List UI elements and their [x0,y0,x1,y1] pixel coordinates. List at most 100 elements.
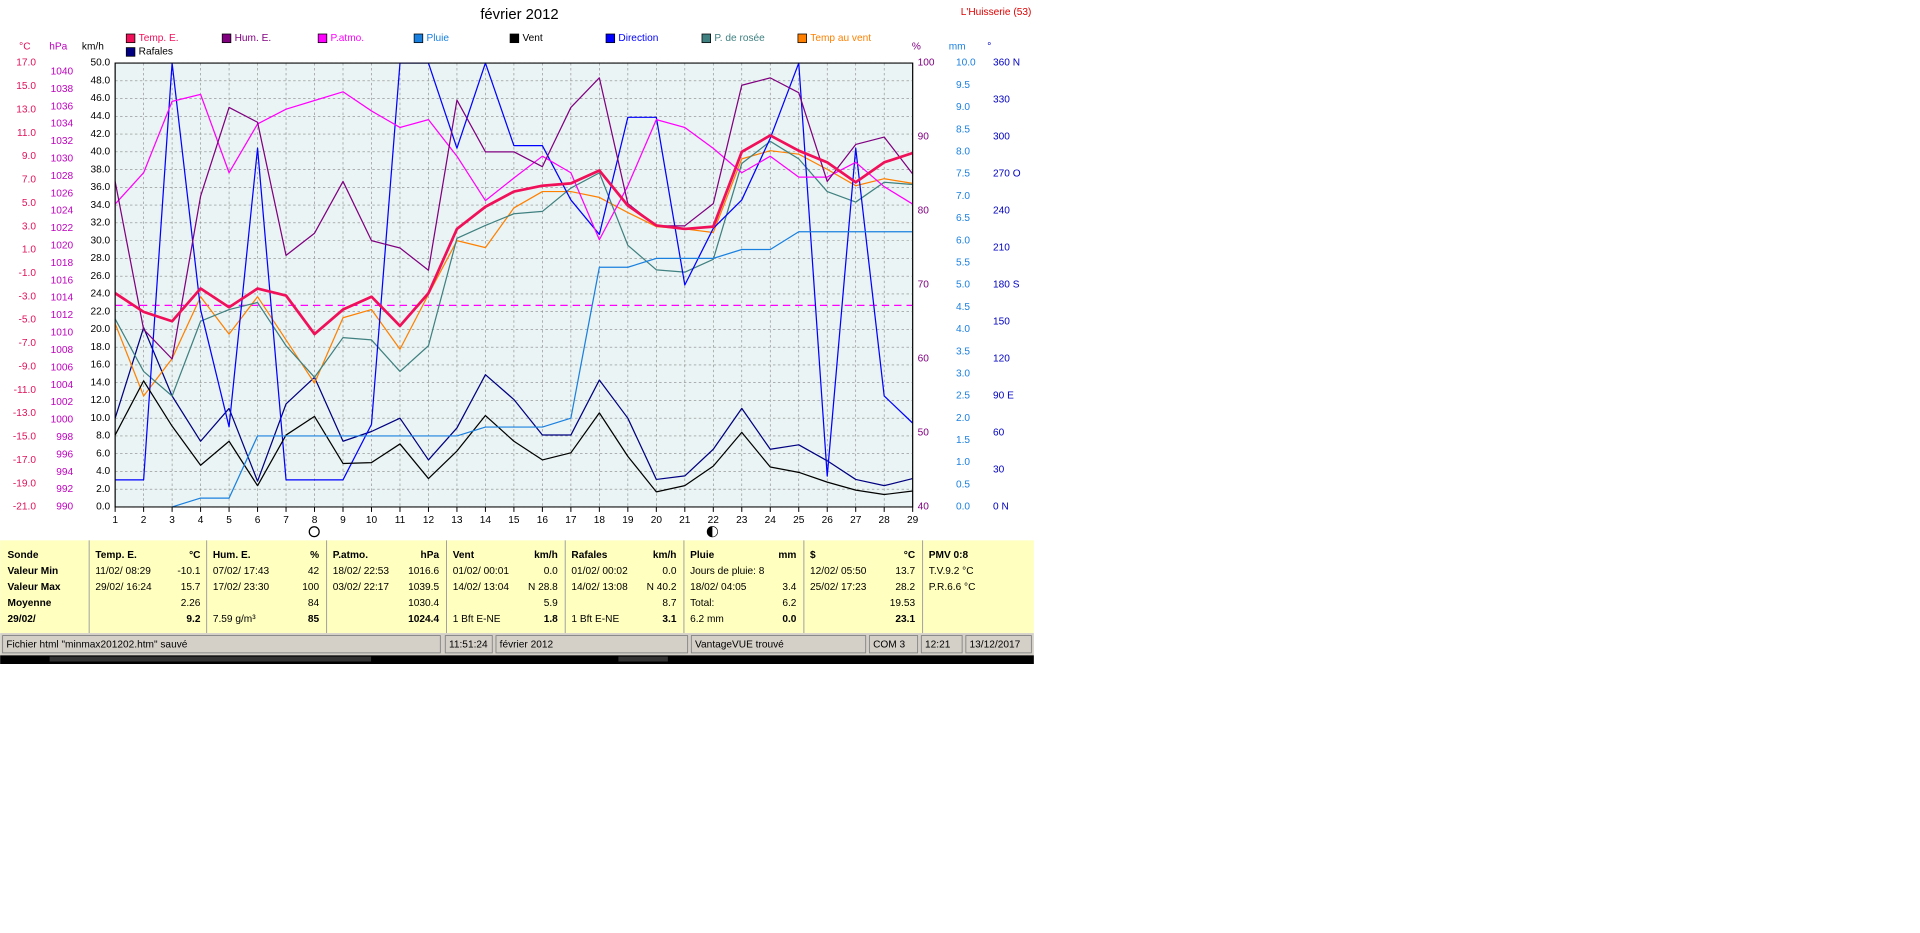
x-tick-label: 5 [226,515,232,526]
y-tick-label: 20.0 [90,324,110,335]
x-tick-label: 4 [198,515,204,526]
status-text: VantageVUE trouvé [695,640,784,651]
row-label: Sonde [8,550,39,561]
x-tick-label: 22 [708,515,720,526]
moon-icon [308,526,320,538]
y-tick-label: 50.0 [90,58,110,69]
y-tick-label: 40 [918,502,930,513]
y-tick-label: 1018 [51,258,74,269]
y-tick-label: 16.0 [90,360,110,371]
legend-swatch [125,33,136,44]
y-tick-label: 5.5 [956,257,970,268]
x-tick-label: 19 [622,515,634,526]
x-tick-label: 10 [366,515,378,526]
y-tick-label: 8.5 [956,124,970,135]
status-field [868,635,919,654]
y-tick-label: 42.0 [90,129,110,140]
cell-value: 0.0 [544,566,558,577]
y-tick-label: 12.0 [90,395,110,406]
y-tick-label: 6.5 [956,213,970,224]
cell-value: 42 [308,566,320,577]
cell-value: N 40.2 [647,582,677,593]
y-tick-label: -1.0 [19,268,37,279]
y-tick-label: 90 [918,132,930,143]
y-tick-label: 10.0 [956,58,976,69]
y-tick-label: 300 [993,132,1010,143]
y-tick-label: 40.0 [90,147,110,158]
summary-panel [0,540,1034,634]
x-tick-label: 25 [793,515,805,526]
status-text: février 2012 [500,640,554,651]
series-line [114,77,914,360]
y-tick-label: 1020 [51,241,74,252]
legend-label: Pluie [426,33,449,44]
station-name: L'Huisserie (53) [961,7,1032,18]
x-tick-label: 20 [651,515,663,526]
y-tick-label: 8.0 [956,147,970,158]
x-tick-label: 17 [565,515,577,526]
y-tick-label: 150 [993,317,1010,328]
x-tick-label: 27 [850,515,862,526]
cell-text: 18/02/ 04:05 [690,582,747,593]
y-tick-label: 30 [993,465,1005,476]
row-label: Moyenne [8,598,52,609]
y-tick-label: -17.0 [13,455,36,466]
cell-value: 1.8 [544,614,558,625]
y-tick-label: -7.0 [19,338,37,349]
axis-unit-label: % [912,42,921,53]
cell-text: 14/02/ 13:08 [571,582,628,593]
y-tick-label: 3.0 [22,221,36,232]
y-tick-label: 6.0 [96,448,110,459]
cell-text: P.R.6.6 °C [929,582,976,593]
column-header: Hum. E. [213,550,251,561]
y-tick-label: -11.0 [14,385,37,396]
series-line [114,380,913,496]
y-tick-label: 992 [56,484,73,495]
y-tick-label: 7.5 [956,169,970,180]
y-tick-label: 50 [918,428,930,439]
y-tick-label: 1024 [51,206,74,217]
cell-value: N 28.8 [528,582,558,593]
legend-swatch [221,33,232,44]
y-tick-label: 1.5 [956,435,970,446]
x-tick-label: 28 [879,515,891,526]
cell-text: 12/02/ 05:50 [810,566,867,577]
status-field [444,635,493,654]
status-text: 12:21 [925,640,951,651]
y-tick-label: 1016 [51,275,74,286]
y-tick-label: 32.0 [90,218,110,229]
cell-value: 13.7 [895,566,915,577]
y-tick-label: 1000 [51,415,74,426]
column-unit: km/h [534,550,558,561]
column-unit: hPa [421,550,440,561]
series-line [114,91,914,241]
y-tick-label: 1026 [51,188,74,199]
cell-value: 6.2 [782,598,796,609]
y-tick-label: 1006 [51,362,74,373]
x-tick-label: 14 [480,515,492,526]
status-field [920,635,963,654]
y-tick-label: 1.0 [22,245,36,256]
series-line [114,134,914,336]
y-tick-label: 990 [56,502,73,513]
moon-icon [712,526,718,537]
series-line [114,140,913,397]
y-tick-label: 9.5 [956,80,970,91]
legend-swatch [701,33,712,44]
legend-swatch [797,33,807,44]
legend-swatch [605,33,616,44]
column-header: Rafales [571,550,607,561]
y-tick-label: 100 [918,58,935,69]
y-tick-label: 6.0 [956,235,970,246]
y-tick-label: 18.0 [90,342,110,353]
cell-text: 01/02/ 00:01 [453,566,510,577]
status-field [2,635,441,654]
cell-value: 85 [308,614,320,625]
y-tick-label: 4.5 [956,302,970,313]
y-tick-label: -3.0 [19,291,37,302]
y-tick-label: 2.0 [96,484,110,495]
legend-swatch [509,33,520,44]
cell-value: 1024.4 [408,614,439,625]
column-unit: °C [904,550,916,561]
x-tick-label: 18 [594,515,606,526]
